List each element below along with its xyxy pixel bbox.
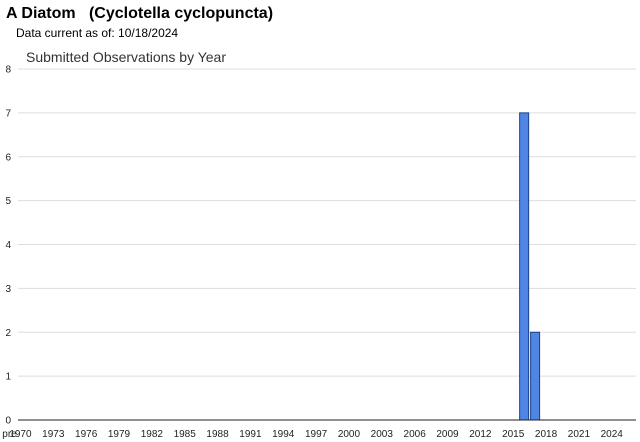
bar-2017: [530, 331, 541, 421]
y-tick-label: 2: [5, 328, 11, 339]
y-tick-label: 7: [5, 108, 11, 119]
x-tick-label: 1979: [108, 429, 131, 440]
data-current-date: Data current as of: 10/18/2024: [16, 26, 179, 40]
x-tick-label: 2003: [371, 429, 394, 440]
x-tick-label: 1997: [305, 429, 328, 440]
bar-2016: [519, 112, 530, 421]
x-tick-label: 2006: [404, 429, 427, 440]
x-tick-label: 2012: [469, 429, 492, 440]
y-axis-ticks: 0 1 2 3 4 5 6 7 8: [5, 65, 11, 427]
x-tick-label: pre: [2, 429, 17, 440]
page-title: A Diatom (Cyclotella cyclopuncta): [6, 5, 274, 22]
x-tick-label: 1994: [272, 429, 295, 440]
x-tick-label: 2021: [568, 429, 591, 440]
x-tick-label: 1991: [239, 429, 262, 440]
x-tick-label: 1988: [206, 429, 229, 440]
x-tick-label: 1982: [141, 429, 164, 440]
x-tick-label: 2024: [601, 429, 624, 440]
y-tick-label: 6: [5, 152, 11, 163]
y-tick-label: 8: [5, 65, 11, 76]
y-tick-label: 4: [5, 240, 11, 251]
y-tick-label: 5: [5, 196, 11, 207]
y-tick-label: 0: [5, 416, 11, 427]
x-tick-label: 1985: [174, 429, 197, 440]
chart-title: Submitted Observations by Year: [26, 49, 227, 65]
x-tick-label: 2015: [502, 429, 525, 440]
grid-lines: [18, 68, 636, 377]
x-tick-label: 1973: [42, 429, 65, 440]
x-tick-label: 1970: [9, 429, 32, 440]
x-tick-label: 2000: [338, 429, 361, 440]
bars: [519, 112, 541, 421]
x-tick-label: 2009: [436, 429, 459, 440]
x-tick-label: 2018: [535, 429, 558, 440]
y-tick-label: 1: [5, 372, 11, 383]
x-tick-label: 1976: [75, 429, 98, 440]
y-tick-label: 3: [5, 284, 11, 295]
